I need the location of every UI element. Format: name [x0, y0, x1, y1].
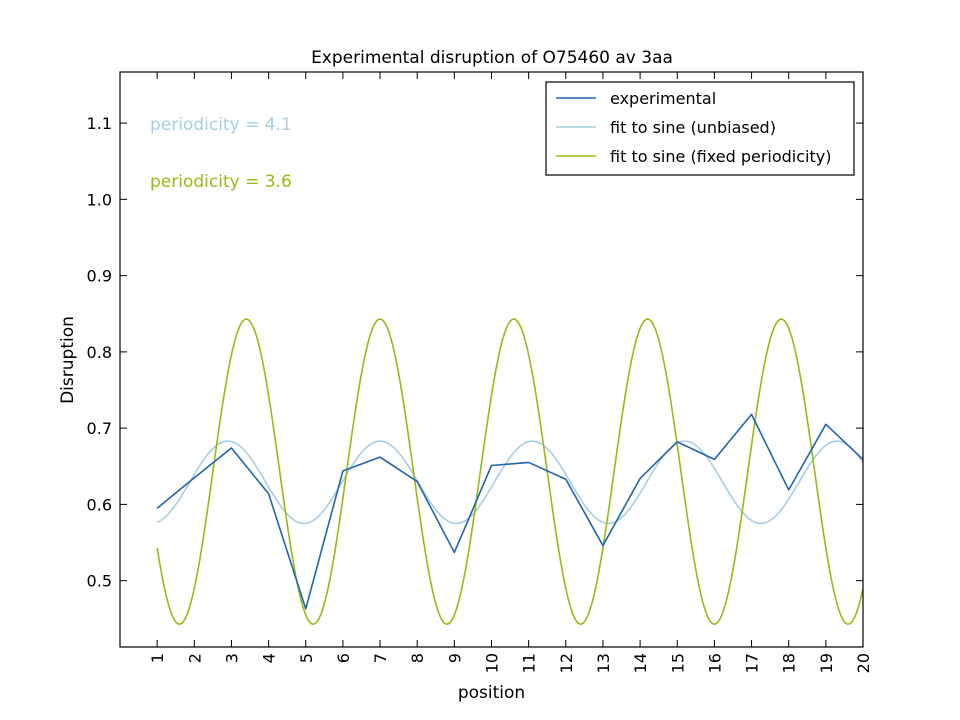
- x-tick-label-7: 7: [371, 653, 390, 663]
- y-tick-label-0.5: 0.5: [87, 572, 112, 591]
- legend-box: [545, 81, 855, 176]
- legend-label-experimental: experimental: [610, 89, 716, 108]
- legend-label-unbiased: fit to sine (unbiased): [610, 118, 776, 137]
- x-tick-label-12: 12: [557, 653, 576, 673]
- x-tick-label-8: 8: [408, 653, 427, 663]
- x-tick-label-1: 1: [148, 653, 167, 663]
- x-tick-label-10: 10: [483, 653, 502, 673]
- y-axis-label: Disruption: [58, 316, 78, 404]
- series-layer: [156, 318, 864, 625]
- x-tick-label-13: 13: [594, 653, 613, 673]
- y-tick-label-0.7: 0.7: [87, 419, 112, 438]
- y-tick-label-1.1: 1.1: [87, 114, 112, 133]
- legend: experimental fit to sine (unbiased) fit …: [545, 81, 855, 176]
- ticks-layer: 1 2 3 4 5 6 7 8 9 10 11 12 13 14 15 16 17 18 19 200.50.60.7…: [87, 72, 873, 673]
- annotation-periodicity-fixed: periodicity = 3.6: [150, 172, 292, 192]
- x-tick-label-18: 18: [780, 653, 799, 673]
- x-tick-label-11: 11: [520, 653, 539, 673]
- x-tick-label-9: 9: [445, 653, 464, 663]
- x-tick-label-20: 20: [854, 653, 873, 673]
- x-tick-label-2: 2: [185, 653, 204, 663]
- legend-label-fixed: fit to sine (fixed periodicity): [610, 147, 831, 166]
- series-line-experimental: [156, 413, 864, 610]
- x-axis-label: position: [458, 683, 525, 703]
- x-tick-label-5: 5: [297, 653, 316, 663]
- y-tick-label-0.9: 0.9: [87, 267, 112, 286]
- plot-frame: [119, 71, 864, 648]
- y-tick-label-0.6: 0.6: [87, 495, 112, 514]
- x-tick-label-14: 14: [631, 653, 650, 673]
- x-tick-label-15: 15: [668, 653, 687, 673]
- annotation-periodicity-unbiased: periodicity = 4.1: [150, 115, 292, 135]
- y-tick-label-1.0: 1.0: [87, 190, 112, 209]
- x-tick-label-16: 16: [705, 653, 724, 673]
- x-tick-label-17: 17: [743, 653, 762, 673]
- x-tick-label-4: 4: [260, 653, 279, 663]
- series-line-fit-to-sine-fixed-periodicity: [156, 318, 864, 625]
- series-line-fit-to-sine-unbiased: [156, 440, 864, 525]
- x-tick-label-6: 6: [334, 653, 353, 663]
- x-tick-label-3: 3: [222, 653, 241, 663]
- chart-title: Experimental disruption of O75460 av 3aa: [311, 48, 673, 68]
- x-tick-label-19: 19: [817, 653, 836, 673]
- y-tick-label-0.8: 0.8: [87, 343, 112, 362]
